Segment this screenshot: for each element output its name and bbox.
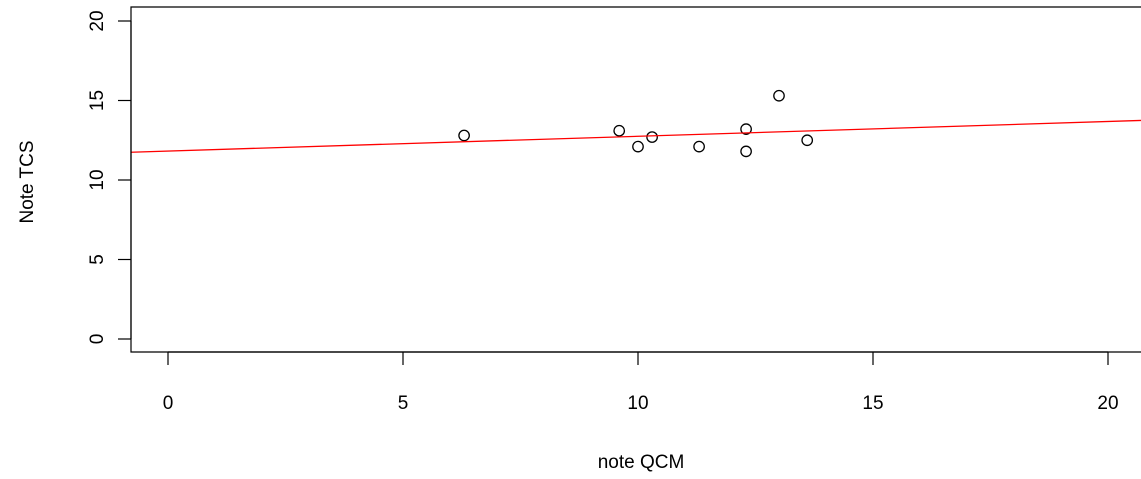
x-tick-label: 15 xyxy=(862,393,883,414)
plot-frame xyxy=(130,6,1141,353)
data-point xyxy=(740,123,752,135)
points-layer xyxy=(458,89,814,158)
y-tick-label: 0 xyxy=(87,334,108,345)
x-axis-title: note QCM xyxy=(598,452,685,473)
data-point xyxy=(801,134,814,147)
y-tick-label: 20 xyxy=(87,10,108,31)
x-tick-label: 20 xyxy=(1097,393,1118,414)
x-tick-label: 0 xyxy=(163,393,174,414)
data-point xyxy=(773,89,785,102)
y-axis: 0 5 10 15 20 xyxy=(87,10,132,345)
y-tick-label: 5 xyxy=(87,254,108,265)
data-point xyxy=(693,140,705,153)
data-point xyxy=(613,124,626,137)
y-tick-label: 10 xyxy=(87,169,108,190)
x-tick-label: 10 xyxy=(627,393,648,414)
regression-line xyxy=(131,119,1141,153)
x-tick-label: 5 xyxy=(398,393,409,414)
data-point xyxy=(458,129,470,142)
data-point xyxy=(646,131,658,143)
y-tick-label: 15 xyxy=(87,90,108,111)
data-point xyxy=(632,140,644,153)
x-axis: 0 5 10 15 20 xyxy=(163,351,1119,414)
y-axis-title: Note TCS xyxy=(17,140,38,223)
data-point xyxy=(740,145,752,158)
